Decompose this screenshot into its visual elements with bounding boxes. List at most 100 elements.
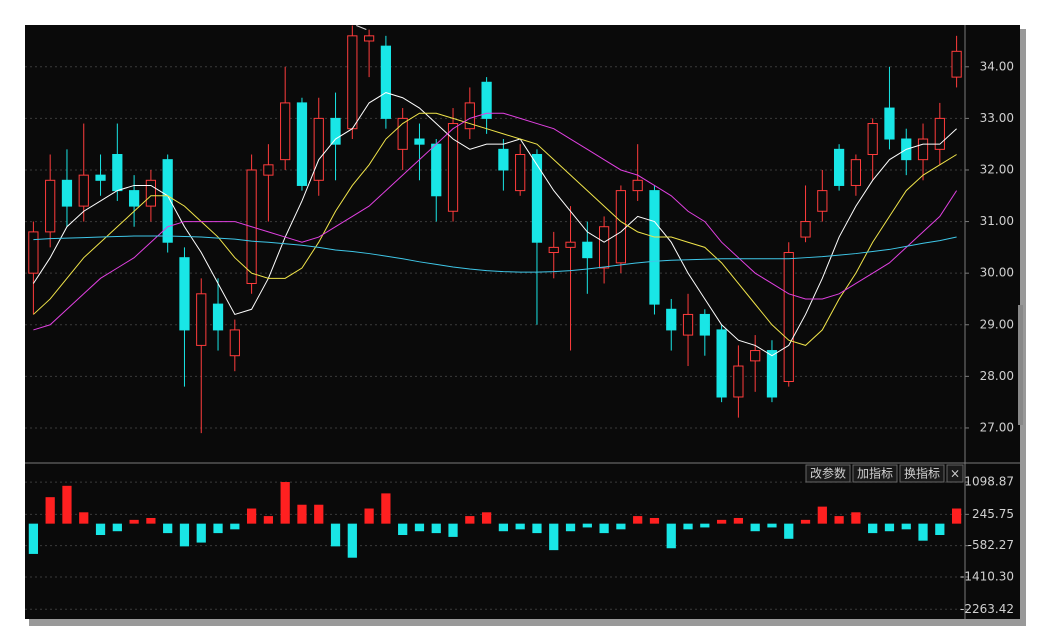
candle-body [682,313,694,336]
toolbar-button-label[interactable]: × [950,467,960,481]
y-tick-label: 34.00 [980,59,1014,73]
candle-body [498,148,509,171]
candle-body [632,179,643,192]
bar [146,517,156,524]
candle-body [330,117,341,145]
bar [28,523,39,554]
y-tick-label: 245.75 [972,507,1014,521]
candle-body [212,303,224,331]
bar [834,516,844,524]
bar [314,504,324,524]
candle-body [750,350,761,362]
bar [549,523,559,551]
bar [179,523,190,547]
bar [582,523,592,528]
candle-body [162,159,173,243]
ma-line [33,112,958,331]
bar [448,523,458,537]
bar [297,504,307,524]
candle-body [481,81,492,119]
bar [716,519,727,524]
candle-body [833,148,845,186]
y-tick-label: 1098.87 [964,475,1014,489]
candle-body [229,329,240,357]
ma-line [33,112,957,346]
bar [918,523,928,541]
bar [280,482,290,524]
bar [112,523,122,532]
y-tick-label: -582.27 [968,538,1014,552]
candle-body [917,138,929,161]
candle-body [112,154,123,192]
candle-body [817,190,828,212]
toolbar-button-label[interactable]: 加指标 [857,466,893,481]
toolbar-button[interactable] [899,464,945,483]
candle-body [78,174,89,207]
candle-body [649,190,660,305]
candle-body [515,154,526,192]
candle-body [800,221,811,238]
y-tick-label: 31.00 [980,214,1014,228]
candle-body [951,50,962,78]
bar [599,523,609,534]
candle-body [666,308,677,331]
bar [330,523,341,547]
candle-body [179,257,190,331]
bar [414,523,425,532]
candle-body [464,102,475,130]
candle-body [934,117,945,150]
candle-body [850,159,862,186]
bar [565,523,576,532]
candle-body [196,293,207,346]
candle-body [347,35,358,130]
candle-body [280,102,291,161]
bar [79,512,89,524]
bar [649,517,660,524]
bar [230,523,240,530]
bar [767,523,777,528]
bar [683,523,693,530]
candle-body [565,241,576,248]
bar [700,523,710,528]
bar [733,517,744,524]
bar [129,519,139,524]
bar [213,523,223,534]
bar [196,523,206,543]
bar [784,523,794,539]
candle-body [397,117,408,150]
ma-line [32,92,957,357]
bar [398,523,408,536]
bar [817,506,827,524]
bar [263,516,274,524]
ma-line [33,235,957,273]
candle-body [699,313,710,336]
toolbar-button-label[interactable]: 换指标 [904,466,940,481]
candle-body [145,179,157,207]
candle-body [716,329,727,398]
candle-body [363,35,375,42]
bar [381,493,391,524]
bar [750,523,760,532]
bar [851,512,861,524]
bar [481,512,492,524]
bar [498,523,509,532]
y-tick-label: 33.00 [980,111,1014,125]
toolbar-button[interactable] [852,464,898,483]
bar [951,508,962,524]
bar [666,523,676,549]
bar [868,523,878,534]
y-tick-label: 28.00 [980,369,1014,383]
candle-body [95,174,106,181]
toolbar-button-label[interactable]: 改参数 [810,466,846,481]
toolbar-button[interactable] [805,464,851,483]
bar [532,523,542,534]
scrollbar[interactable] [1018,305,1023,425]
bar [364,508,374,524]
candle-body [28,231,39,274]
bar [163,523,173,534]
bar [884,523,895,532]
candle-body [548,246,559,254]
toolbar-button[interactable] [946,464,964,483]
candle-body [884,107,895,140]
